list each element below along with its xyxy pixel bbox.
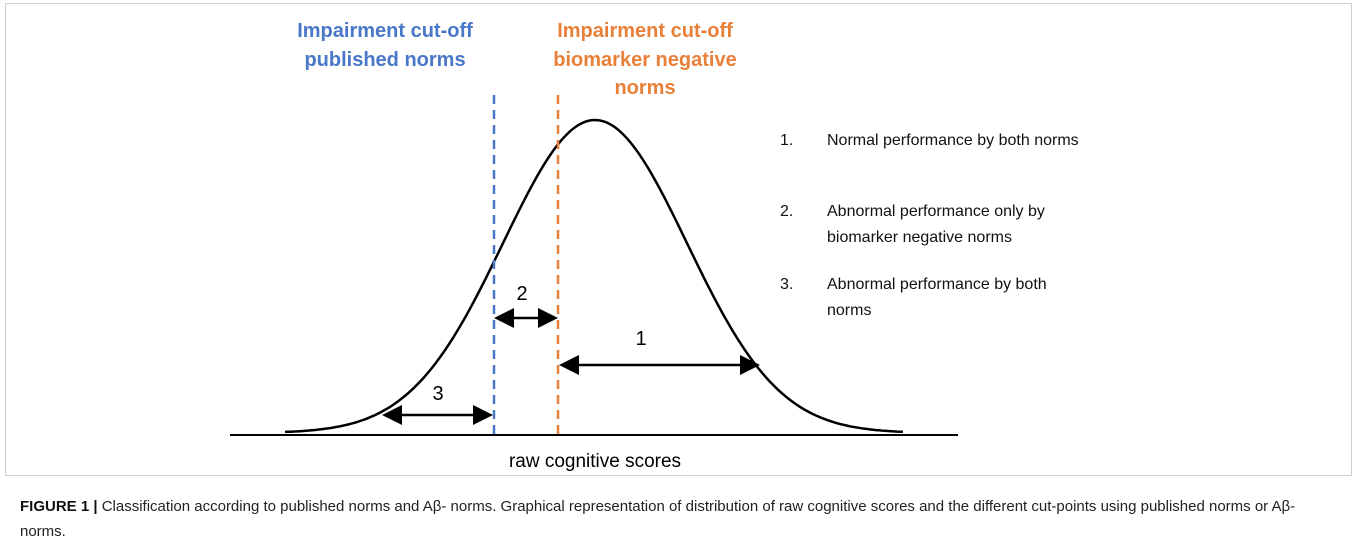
arrow-label: 3 xyxy=(432,383,443,405)
published-cutoff-label: published norms xyxy=(304,49,465,71)
caption: FIGURE 1 | Classification according to p… xyxy=(20,494,1340,544)
arrow-label: 1 xyxy=(635,328,646,350)
caption-label: FIGURE 1 | xyxy=(20,498,98,515)
biomarker-cutoff-label: norms xyxy=(614,77,675,99)
figure: Impairment cut-off published norms Impai… xyxy=(5,3,1352,476)
arrow-label: 2 xyxy=(516,283,527,305)
legend-text: biomarker negative norms xyxy=(827,229,1012,246)
legend-text: Abnormal performance only by xyxy=(827,203,1045,220)
caption-text: Classification according to published no… xyxy=(20,498,1296,540)
legend-text: Normal performance by both norms xyxy=(827,132,1079,149)
legend-text: norms xyxy=(827,302,871,319)
distribution-curve xyxy=(284,118,904,434)
biomarker-cutoff-label: biomarker negative xyxy=(553,49,736,71)
axis-label: raw cognitive scores xyxy=(509,451,681,472)
published-cutoff-label: Impairment cut-off xyxy=(297,20,473,42)
legend-number: 2. xyxy=(780,203,793,220)
biomarker-cutoff-label: Impairment cut-off xyxy=(557,20,733,42)
legend-number: 3. xyxy=(780,276,793,293)
legend-number: 1. xyxy=(780,132,793,149)
legend-text: Abnormal performance by both xyxy=(827,276,1047,293)
figure-frame xyxy=(5,3,1352,476)
